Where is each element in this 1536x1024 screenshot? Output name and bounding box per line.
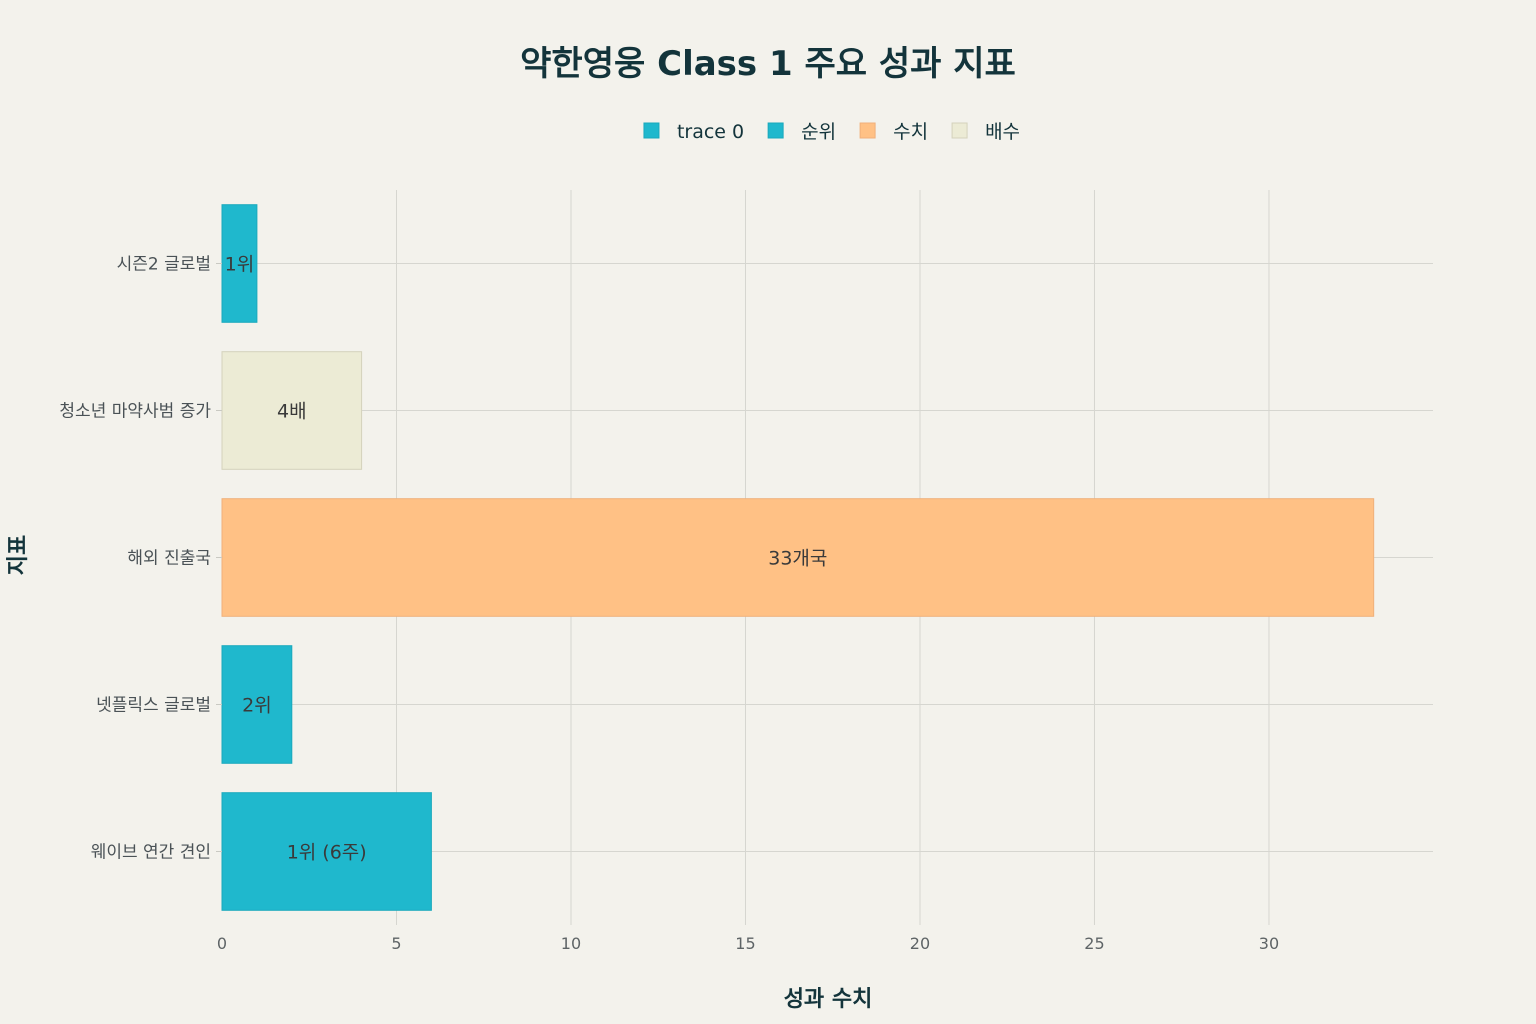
bar [221,351,363,470]
legend-swatch [643,122,660,139]
legend-swatch [951,122,968,139]
x-tick-label: 30 [1259,934,1279,953]
legend-label: 수치 [893,121,928,143]
bar [221,792,432,911]
bar-value-label: 33개국 [768,548,827,570]
bar [221,645,293,764]
x-tick-label: 15 [735,934,755,953]
legend-swatch [767,122,784,139]
bar [221,204,258,323]
x-tick-label: 5 [391,934,401,953]
y-category-label: 넷플릭스 글로벌 [96,696,211,716]
bars: 1위 4배 33개국 2위 1위 (6주) [221,204,1375,911]
bar-value-label: 2위 [242,695,272,717]
y-axis-title: 지표 [6,535,31,575]
y-category-label: 해외 진출국 [127,549,211,569]
y-category-label: 청소년 마약사범 증가 [59,402,211,422]
x-tick-label: 20 [910,934,930,953]
bar-value-label: 1위 [225,254,255,276]
chart-title: 약한영웅 Class 1 주요 성과 지표 [520,44,1016,84]
x-axis-tick-labels: 0 5 10 15 20 25 30 [217,934,1279,953]
bar-value-label: 1위 (6주) [287,842,367,864]
legend-swatch [859,122,876,139]
y-category-label: 시즌2 글로벌 [117,255,211,275]
y-category-label: 웨이브 연간 견인 [91,843,211,863]
legend-label: 순위 [801,121,836,143]
legend-label: trace 0 [677,121,744,143]
x-tick-label: 0 [217,934,227,953]
x-tick-label: 25 [1084,934,1104,953]
legend: trace 0 순위 수치 배수 [643,121,1020,143]
bar-value-label: 4배 [277,401,307,423]
x-tick-label: 10 [561,934,581,953]
legend-label: 배수 [985,121,1020,143]
x-axis-title: 성과 수치 [784,987,873,1012]
